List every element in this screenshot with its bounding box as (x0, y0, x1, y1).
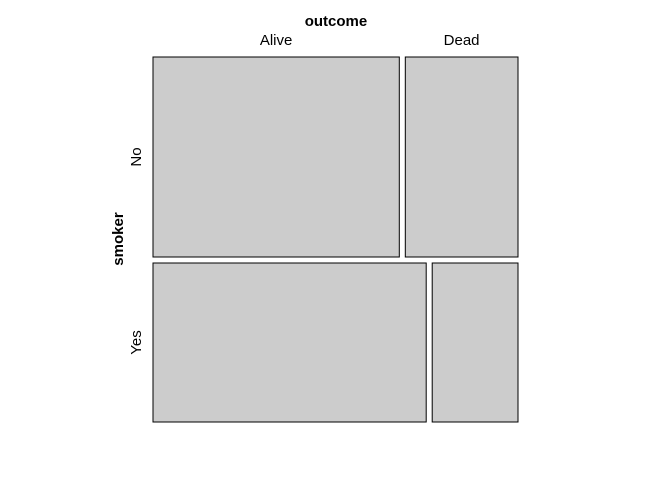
x-axis-title: outcome (305, 13, 368, 30)
column-label-alive: Alive (260, 32, 293, 49)
tile-no-dead (404, 56, 519, 258)
row-label-no: No (128, 147, 145, 166)
column-label-dead: Dead (444, 32, 480, 49)
row-label-yes: Yes (128, 330, 145, 354)
tile-yes-dead (431, 262, 519, 423)
y-axis-title: smoker (110, 212, 127, 266)
tile-yes-alive (152, 262, 427, 423)
mosaic-tiles (152, 56, 519, 423)
tile-no-alive (152, 56, 400, 258)
